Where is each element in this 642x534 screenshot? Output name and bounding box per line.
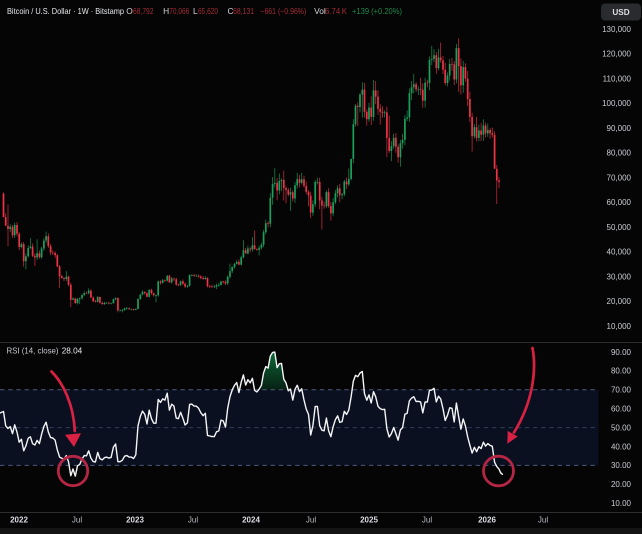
svg-text:2022: 2022 — [10, 516, 28, 525]
svg-text:2023: 2023 — [126, 516, 144, 525]
svg-text:O: O — [126, 6, 133, 16]
svg-text:C: C — [228, 6, 234, 16]
svg-text:Bitcoin / U.S. Dollar · 1W · B: Bitcoin / U.S. Dollar · 1W · Bitstamp — [7, 6, 124, 16]
svg-text:6.74 K: 6.74 K — [325, 6, 347, 16]
svg-text:2024: 2024 — [242, 516, 260, 525]
svg-text:90.00: 90.00 — [611, 348, 632, 357]
svg-text:50,000: 50,000 — [607, 223, 632, 232]
svg-text:Jul: Jul — [72, 516, 82, 525]
svg-text:20.00: 20.00 — [611, 480, 632, 489]
svg-text:50.00: 50.00 — [611, 423, 632, 432]
svg-text:28.04: 28.04 — [62, 347, 83, 356]
svg-text:30.00: 30.00 — [611, 461, 632, 470]
svg-text:70,000: 70,000 — [607, 173, 632, 182]
svg-text:80,000: 80,000 — [607, 149, 632, 158]
svg-text:2026: 2026 — [478, 516, 496, 525]
svg-text:100,000: 100,000 — [602, 99, 631, 108]
svg-text:68,792: 68,792 — [133, 6, 154, 16]
svg-text:RSI (14, close): RSI (14, close) — [7, 347, 59, 356]
svg-text:70,066: 70,066 — [169, 6, 189, 16]
svg-text:Jul: Jul — [422, 516, 432, 525]
svg-text:Jul: Jul — [188, 516, 198, 525]
svg-text:Vol: Vol — [314, 6, 326, 16]
svg-text:30,000: 30,000 — [607, 272, 632, 281]
svg-text:40.00: 40.00 — [611, 442, 632, 451]
svg-text:60.00: 60.00 — [611, 405, 632, 414]
svg-text:H: H — [163, 6, 169, 16]
svg-text:10.00: 10.00 — [611, 499, 632, 508]
svg-text:20,000: 20,000 — [607, 297, 632, 306]
svg-text:90,000: 90,000 — [607, 124, 632, 133]
svg-text:60,000: 60,000 — [607, 198, 632, 207]
svg-text:Jul: Jul — [306, 516, 316, 525]
svg-text:40,000: 40,000 — [607, 248, 632, 257]
svg-text:80.00: 80.00 — [611, 367, 632, 376]
svg-text:L: L — [193, 6, 198, 16]
svg-text:68,131: 68,131 — [233, 6, 254, 16]
svg-text:70.00: 70.00 — [611, 386, 632, 395]
svg-text:65,620: 65,620 — [198, 6, 218, 16]
svg-text:USD: USD — [612, 8, 629, 17]
svg-text:130,000: 130,000 — [602, 25, 631, 34]
svg-text:2025: 2025 — [360, 516, 378, 525]
svg-text:110,000: 110,000 — [603, 74, 632, 83]
svg-text:−661 (−0.96%): −661 (−0.96%) — [260, 6, 306, 16]
svg-text:10,000: 10,000 — [607, 322, 632, 331]
svg-text:Jul: Jul — [538, 516, 548, 525]
svg-text:120,000: 120,000 — [602, 50, 631, 59]
svg-text:+139 (+0.20%): +139 (+0.20%) — [352, 6, 402, 16]
